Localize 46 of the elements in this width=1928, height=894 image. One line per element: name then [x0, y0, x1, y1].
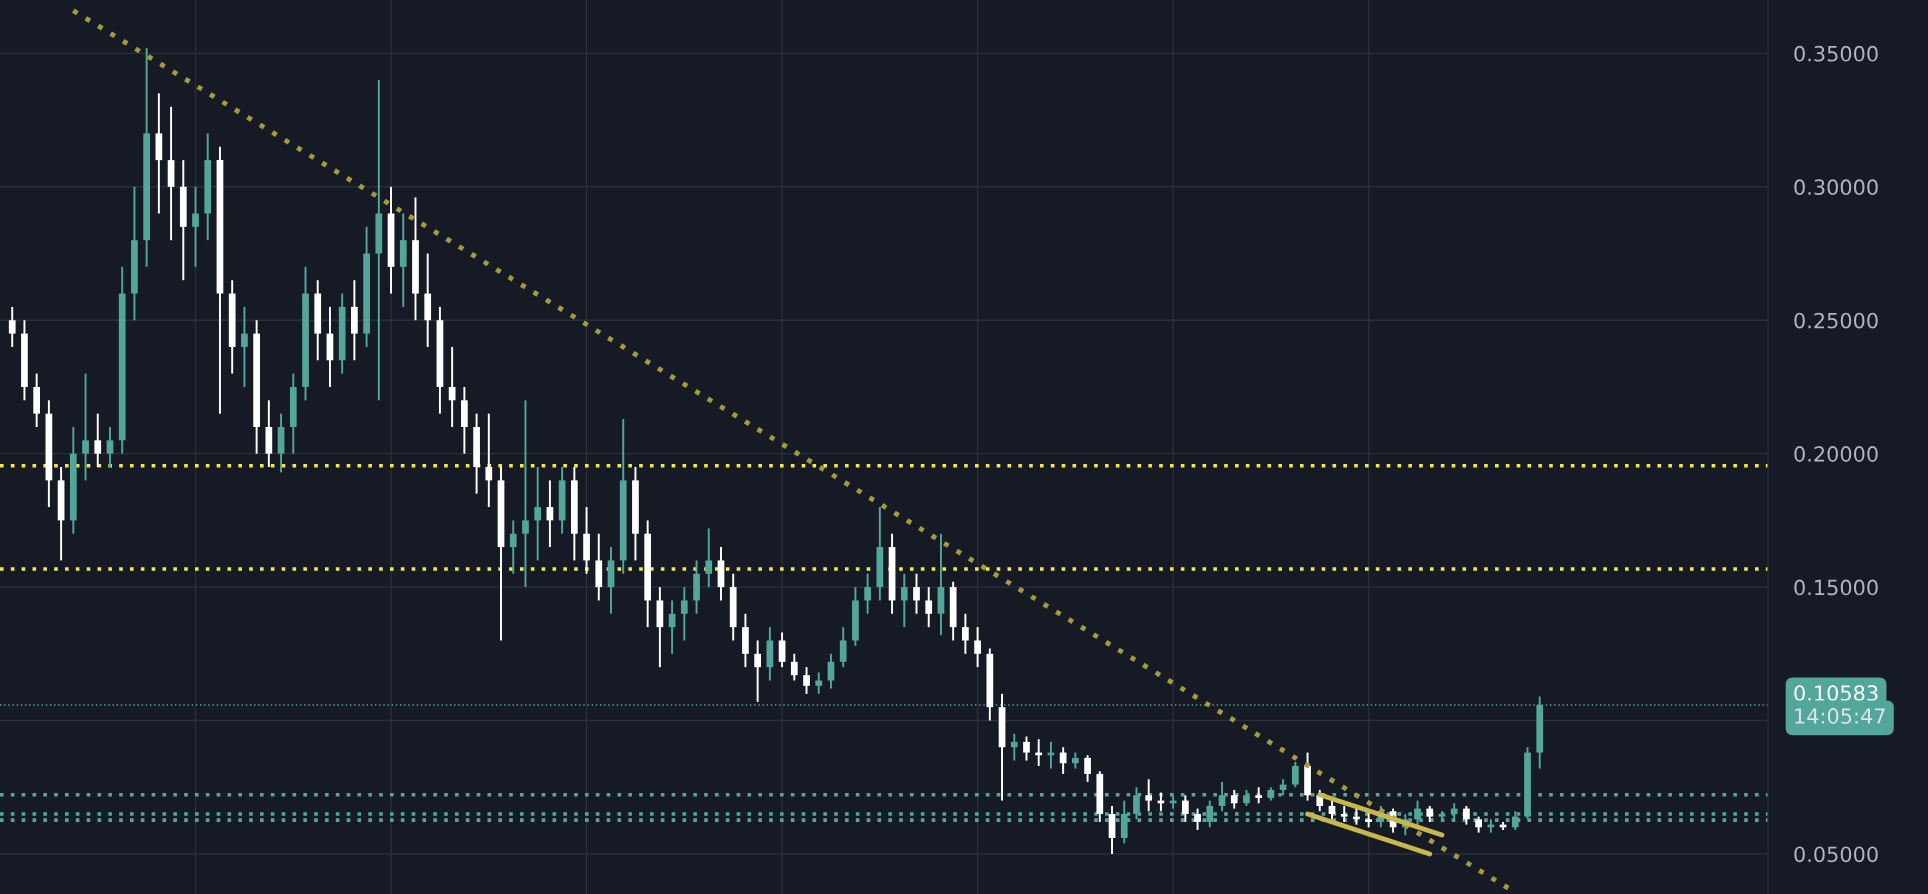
- candlestick: [705, 527, 713, 589]
- candlestick: [900, 572, 908, 629]
- candlestick: [485, 412, 493, 509]
- candlestick: [913, 572, 920, 615]
- candlestick: [82, 372, 89, 482]
- candlestick: [778, 631, 786, 669]
- candlestick: [962, 612, 969, 655]
- candlestick: [1059, 746, 1067, 775]
- candlestick: [1145, 778, 1153, 813]
- candlestick: [448, 345, 456, 428]
- candlestick: [1023, 735, 1030, 762]
- candlestick: [1230, 788, 1238, 810]
- candlestick: [1084, 754, 1091, 783]
- candlestick: [925, 586, 933, 629]
- text: 14:05:47: [1795, 708, 1885, 724]
- candlestick: [241, 305, 248, 388]
- candlestick: [1181, 794, 1189, 823]
- y-tick-label: 0.30000: [1794, 179, 1878, 196]
- candlestick: [1010, 732, 1018, 762]
- candlestick: [839, 626, 847, 669]
- candlestick: [8, 305, 16, 348]
- candlestick: [790, 652, 798, 682]
- candlestick: [192, 185, 199, 268]
- candlestick: [534, 466, 542, 562]
- candlestick: [509, 519, 517, 575]
- candlestick: [803, 666, 810, 695]
- y-tick-label: 0.20000: [1794, 446, 1878, 462]
- candlestick: [864, 572, 871, 615]
- ref-line-label: 0.10583: [1794, 685, 1878, 701]
- candlestick: [974, 626, 981, 669]
- candlestick: [680, 586, 688, 642]
- candlestick: [106, 426, 114, 468]
- candlestick: [1194, 807, 1201, 831]
- y-tick-label: 0.05000: [1794, 846, 1878, 863]
- candlestick: [1463, 804, 1470, 826]
- line-series: [1305, 811, 1433, 857]
- y-tick-label: 0.15000: [1794, 579, 1878, 596]
- candlestick: [815, 671, 823, 695]
- y-tick-label: 0.25000: [1794, 312, 1878, 329]
- candlestick: [94, 412, 102, 468]
- candlestick: [522, 399, 529, 589]
- candlestick: [1291, 760, 1299, 789]
- y-tick-label: 0.35000: [1794, 45, 1878, 62]
- candlestick: [754, 639, 761, 703]
- line-series: [1317, 792, 1445, 838]
- candlestick: [827, 652, 835, 690]
